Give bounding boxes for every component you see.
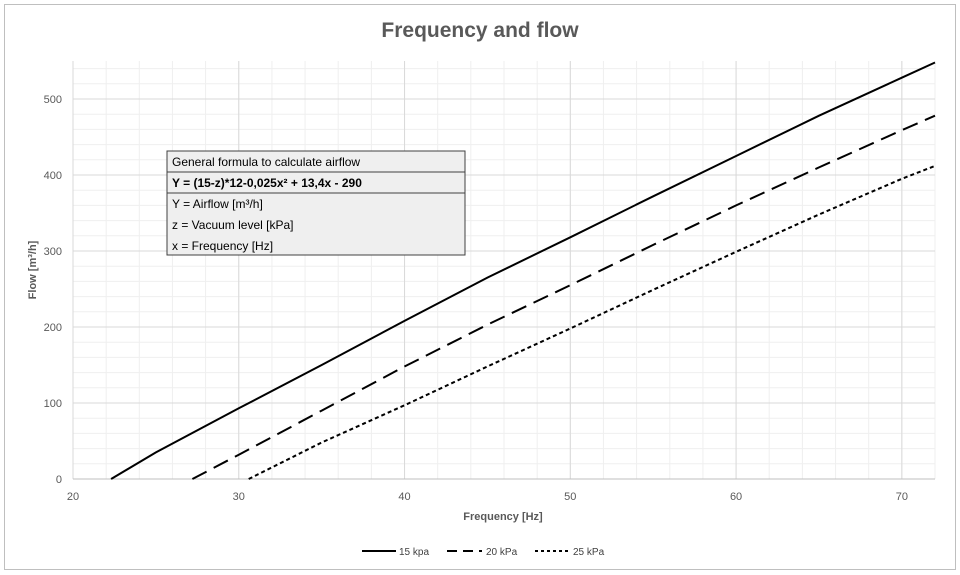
series-line-1 xyxy=(110,61,936,480)
series-line-2 xyxy=(191,114,936,480)
formula-box-line-airflow: Y = Airflow [m³/h] xyxy=(172,197,263,211)
formula-box-background xyxy=(166,150,466,256)
formula-box: General formula to calculate airflow Y =… xyxy=(166,150,466,256)
x-tick-label: 50 xyxy=(564,491,576,503)
chart-title: Frequency and flow xyxy=(381,19,579,42)
y-tick-label: 400 xyxy=(44,170,62,182)
x-tick-labels: 20 30 40 50 60 70 xyxy=(67,491,908,503)
y-tick-label: 300 xyxy=(44,246,62,258)
series-lines xyxy=(110,61,936,480)
formula-box-header: General formula to calculate airflow xyxy=(172,155,360,169)
x-tick-label: 30 xyxy=(233,491,245,503)
formula-box-line-frequency: x = Frequency [Hz] xyxy=(172,239,273,253)
legend-label-25kpa: 25 kPa xyxy=(573,547,605,558)
legend: 15 kpa 20 kPa 25 kPa xyxy=(362,547,605,558)
x-axis-label: Frequency [Hz] xyxy=(463,511,543,523)
y-tick-label: 500 xyxy=(44,94,62,106)
legend-label-15kpa: 15 kpa xyxy=(399,547,429,558)
series-line-3 xyxy=(248,164,936,480)
legend-label-20kpa: 20 kPa xyxy=(486,547,518,558)
y-tick-labels: 0 100 200 300 400 500 xyxy=(44,94,62,486)
x-tick-label: 40 xyxy=(398,491,410,503)
x-tick-label: 20 xyxy=(67,491,79,503)
y-tick-label: 100 xyxy=(44,398,62,410)
y-tick-label: 200 xyxy=(44,322,62,334)
y-axis-label: Flow [m³/h] xyxy=(27,240,39,299)
y-tick-label: 0 xyxy=(56,474,62,486)
x-tick-label: 70 xyxy=(896,491,908,503)
formula-box-formula: Y = (15-z)*12-0,025x² + 13,4x - 290 xyxy=(172,176,362,190)
chart-frame xyxy=(4,4,956,570)
formula-box-line-vacuum: z = Vacuum level [kPa] xyxy=(172,218,294,232)
x-tick-label: 60 xyxy=(730,491,742,503)
